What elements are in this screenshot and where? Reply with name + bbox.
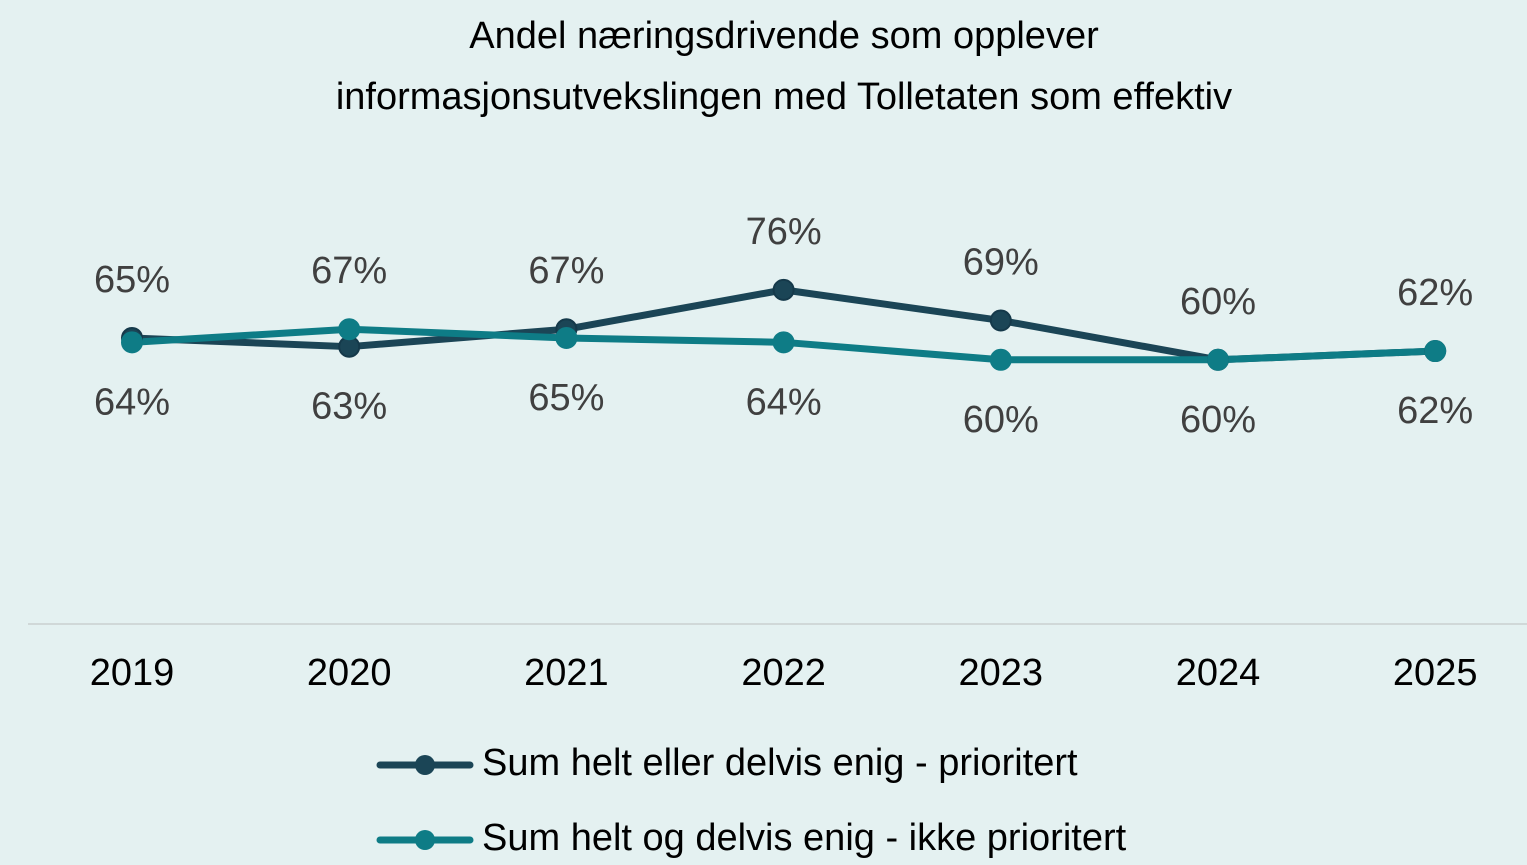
data-label: 67%	[311, 250, 387, 292]
data-label: 64%	[746, 381, 822, 423]
x-tick-label: 2025	[1393, 652, 1478, 694]
point	[121, 331, 143, 354]
data-label: 67%	[528, 250, 604, 292]
data-label: 62%	[1397, 390, 1473, 432]
x-tick-label: 2022	[741, 652, 826, 694]
data-label: 65%	[528, 377, 604, 419]
point	[338, 318, 361, 341]
point	[555, 326, 578, 349]
x-tick-label: 2021	[524, 652, 609, 694]
point	[1207, 348, 1229, 371]
data-label: 60%	[963, 399, 1039, 441]
point	[989, 309, 1012, 332]
legend-label: Sum helt og delvis enig - ikke prioriter…	[482, 817, 1127, 859]
x-tick-label: 2023	[959, 652, 1044, 694]
legend-label: Sum helt eller delvis enig - prioritert	[482, 742, 1078, 784]
x-tick-label: 2020	[307, 652, 392, 694]
legend-marker	[415, 755, 435, 775]
x-tick-label: 2024	[1176, 652, 1261, 694]
point	[772, 278, 795, 301]
x-tick-label: 2019	[90, 652, 175, 694]
point	[1424, 340, 1447, 363]
data-label: 65%	[94, 259, 170, 301]
point	[989, 348, 1012, 371]
data-label: 64%	[94, 381, 170, 423]
point	[772, 331, 795, 354]
chart-title: Andel næringsdrivende som opplever inform…	[336, 15, 1232, 118]
data-label: 60%	[1180, 281, 1256, 323]
data-label: 69%	[963, 242, 1039, 284]
data-label: 76%	[746, 211, 822, 253]
data-label: 62%	[1397, 272, 1473, 314]
legend-marker	[415, 830, 435, 850]
data-label: 60%	[1180, 399, 1256, 441]
data-label: 63%	[311, 386, 387, 428]
